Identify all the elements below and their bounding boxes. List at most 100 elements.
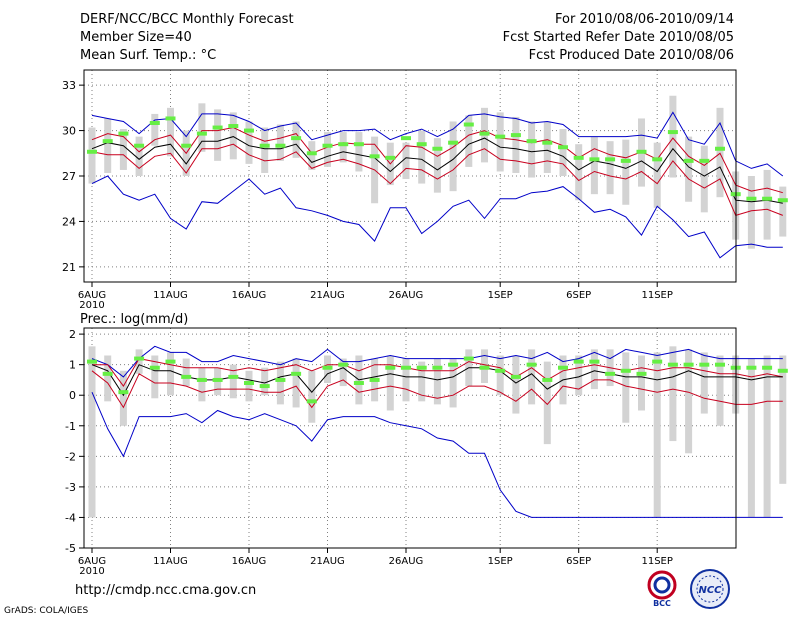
x-year-label: 2010 bbox=[79, 566, 104, 577]
median-marker bbox=[463, 122, 474, 127]
x-tick-label: 11AUG bbox=[153, 556, 188, 567]
spread-box bbox=[433, 138, 441, 193]
median-marker bbox=[385, 365, 396, 370]
spread-box bbox=[716, 107, 724, 198]
spread-box bbox=[198, 103, 206, 152]
median-marker bbox=[87, 149, 97, 154]
median-marker bbox=[149, 121, 160, 125]
spread-box bbox=[685, 349, 693, 454]
spread-box bbox=[135, 136, 143, 176]
median-marker bbox=[432, 146, 443, 151]
spread-box bbox=[119, 129, 127, 170]
spread-box bbox=[418, 361, 426, 402]
x-tick-label: 6AUG bbox=[78, 556, 106, 567]
median-marker bbox=[495, 134, 506, 139]
x-tick-label: 26AUG bbox=[389, 290, 424, 301]
spread-box bbox=[700, 352, 708, 414]
median-marker bbox=[777, 198, 788, 203]
spread-box bbox=[606, 141, 614, 195]
header-variable: Mean Surf. Temp.: °C bbox=[80, 48, 217, 63]
spread-box bbox=[779, 186, 787, 237]
x-tick-label: 16AUG bbox=[232, 290, 267, 301]
spread-box bbox=[700, 145, 708, 213]
spread-box bbox=[245, 370, 253, 402]
spread-box bbox=[339, 132, 347, 163]
spread-box bbox=[261, 127, 269, 173]
x-tick-label: 26AUG bbox=[389, 556, 424, 567]
spread-box bbox=[402, 358, 410, 402]
spread-box bbox=[386, 355, 394, 411]
x-tick-label: 6SEP bbox=[566, 290, 591, 301]
median-marker bbox=[746, 196, 757, 201]
x-tick-label: 21AUG bbox=[310, 556, 345, 567]
median-marker bbox=[291, 371, 302, 376]
median-marker bbox=[244, 381, 254, 385]
median-marker bbox=[369, 154, 380, 159]
median-marker bbox=[275, 377, 286, 382]
median-marker bbox=[401, 365, 411, 370]
series-mean-plus-std bbox=[92, 358, 783, 388]
precip-chart-title: Prec.: log(mm/d) bbox=[80, 312, 188, 327]
spread-box bbox=[638, 355, 645, 411]
median-marker bbox=[715, 362, 725, 367]
spread-box bbox=[292, 358, 300, 408]
y-tick-label: 30 bbox=[62, 125, 76, 138]
spread-box bbox=[308, 370, 316, 423]
spread-box bbox=[465, 115, 473, 167]
median-marker bbox=[181, 143, 192, 148]
median-marker bbox=[118, 131, 129, 136]
median-marker bbox=[149, 365, 160, 370]
median-marker bbox=[652, 359, 663, 364]
y-tick-label: 21 bbox=[62, 261, 76, 274]
spread-box bbox=[402, 142, 410, 180]
spread-box bbox=[308, 141, 316, 170]
median-marker bbox=[275, 143, 286, 148]
y-tick-label: 27 bbox=[62, 170, 76, 183]
x-tick-label: 6SEP bbox=[566, 556, 591, 567]
spread-box bbox=[261, 367, 269, 396]
spread-box bbox=[528, 121, 536, 178]
median-marker bbox=[102, 371, 113, 376]
median-marker bbox=[699, 362, 710, 367]
spread-box bbox=[496, 112, 504, 172]
median-marker bbox=[542, 140, 553, 145]
footer-url: http://cmdp.ncc.cma.gov.cn bbox=[75, 583, 257, 598]
x-tick-label: 16AUG bbox=[232, 556, 267, 567]
y-tick-label: -2 bbox=[65, 450, 76, 463]
median-marker bbox=[259, 143, 270, 148]
series-mean-plus-std bbox=[91, 126, 783, 194]
spread-box bbox=[512, 355, 520, 414]
x-tick-label: 6AUG bbox=[78, 290, 106, 301]
median-marker bbox=[134, 356, 145, 361]
median-marker bbox=[777, 368, 788, 373]
median-marker bbox=[573, 359, 584, 364]
median-marker bbox=[573, 155, 584, 160]
ncc-logo-text: NCC bbox=[698, 585, 722, 596]
median-marker bbox=[196, 131, 207, 136]
median-marker bbox=[353, 381, 364, 385]
series-min bbox=[91, 175, 783, 259]
spread-box bbox=[669, 346, 677, 442]
median-marker bbox=[479, 365, 490, 370]
median-marker bbox=[322, 365, 333, 370]
median-marker bbox=[605, 157, 616, 162]
spread-box bbox=[229, 112, 237, 160]
spread-box bbox=[496, 355, 504, 396]
temperature-chart: 21 24 27 30 33 6AUG 11AUG 16AUG 21AUG 26AUG 1SEP 6S… bbox=[62, 69, 788, 311]
median-marker bbox=[401, 136, 411, 141]
spread-box bbox=[622, 352, 630, 423]
series-mean-minus-std bbox=[91, 143, 783, 217]
median-marker bbox=[181, 374, 192, 379]
median-marker bbox=[495, 368, 506, 373]
median-marker bbox=[259, 384, 270, 389]
median-marker bbox=[510, 374, 521, 379]
spread-box bbox=[276, 361, 284, 405]
median-marker bbox=[558, 365, 568, 370]
median-marker bbox=[589, 157, 600, 162]
spread-box bbox=[747, 176, 755, 249]
series-mean-minus-std bbox=[91, 370, 783, 409]
y-tick-label: -1 bbox=[65, 420, 76, 433]
x-tick-label: 11SEP bbox=[641, 290, 672, 301]
spread-box bbox=[559, 129, 567, 176]
